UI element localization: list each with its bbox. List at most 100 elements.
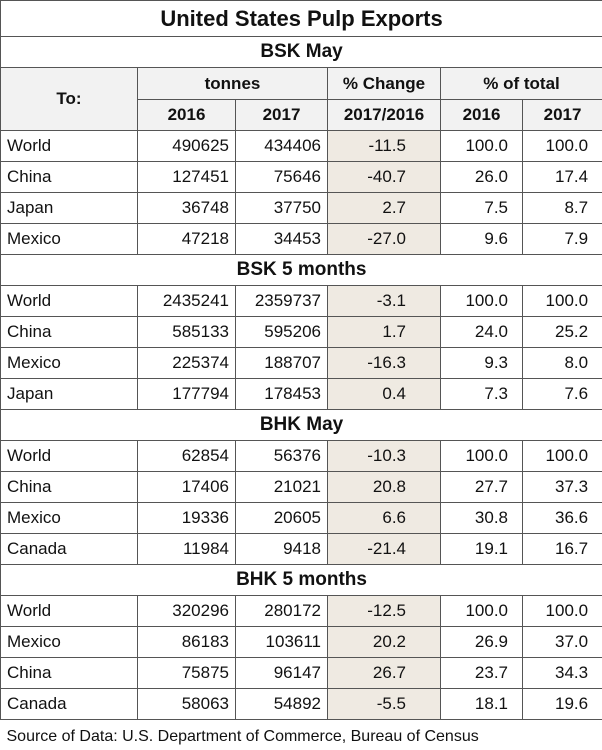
cell: -21.4 [328,534,441,565]
cell: -16.3 [328,348,441,379]
cell: 23.7 [441,658,523,689]
cell: 26.7 [328,658,441,689]
cell: 2435241 [138,286,236,317]
cell: 2359737 [236,286,328,317]
cell: 100.0 [523,596,602,627]
cell: -5.5 [328,689,441,720]
cell: 16.7 [523,534,602,565]
cell: 585133 [138,317,236,348]
cell: 9.6 [441,224,523,255]
cell: 18.1 [441,689,523,720]
cell: 100.0 [441,286,523,317]
header-change: % Change [328,68,441,100]
cell: 37.3 [523,472,602,503]
cell: 7.9 [523,224,602,255]
header-year: 2016 [138,100,236,131]
cell: 19336 [138,503,236,534]
cell: 17406 [138,472,236,503]
cell: 103611 [236,627,328,658]
header-year: 2017 [523,100,602,131]
source-note: Source of Data: U.S. Department of Comme… [1,720,602,750]
row-label: Japan [1,193,138,224]
header-period: 2017/2016 [328,100,441,131]
section-row: BHK May [1,410,602,441]
row-label: Mexico [1,224,138,255]
cell: 6.6 [328,503,441,534]
cell: 62854 [138,441,236,472]
cell: 34.3 [523,658,602,689]
cell: 7.3 [441,379,523,410]
cell: 100.0 [441,596,523,627]
cell: 100.0 [441,131,523,162]
cell: 34453 [236,224,328,255]
cell: 75646 [236,162,328,193]
cell: -27.0 [328,224,441,255]
cell: -10.3 [328,441,441,472]
cell: 26.0 [441,162,523,193]
cell: -40.7 [328,162,441,193]
cell: 25.2 [523,317,602,348]
header-share: % of total [441,68,602,100]
header-row: To:tonnes% Change% of total [1,68,602,100]
cell: 26.9 [441,627,523,658]
row-label: World [1,286,138,317]
row-label: China [1,472,138,503]
cell: 11984 [138,534,236,565]
cell: 20605 [236,503,328,534]
row-label: World [1,596,138,627]
cell: 9418 [236,534,328,565]
cell: -3.1 [328,286,441,317]
cell: 434406 [236,131,328,162]
cell: 225374 [138,348,236,379]
section-row: BSK May [1,37,602,68]
row-label: China [1,317,138,348]
row-label: China [1,162,138,193]
cell: 20.2 [328,627,441,658]
row-label: Mexico [1,627,138,658]
cell: 20.8 [328,472,441,503]
cell: 30.8 [441,503,523,534]
header-tonnes: tonnes [138,68,328,100]
source-row: Source of Data: U.S. Department of Comme… [1,720,602,750]
row-label: World [1,131,138,162]
cell: 19.1 [441,534,523,565]
cell: 0.4 [328,379,441,410]
cell: 19.6 [523,689,602,720]
cell: 7.5 [441,193,523,224]
title-row: United States Pulp Exports [1,1,602,37]
cell: 127451 [138,162,236,193]
cell: 17.4 [523,162,602,193]
section-title: BSK 5 months [1,255,602,286]
cell: 58063 [138,689,236,720]
cell: 100.0 [523,441,602,472]
cell: 8.0 [523,348,602,379]
section-row: BSK 5 months [1,255,602,286]
cell: -12.5 [328,596,441,627]
row-label: Mexico [1,503,138,534]
section-title: BHK May [1,410,602,441]
cell: 100.0 [523,286,602,317]
cell: 75875 [138,658,236,689]
cell: -11.5 [328,131,441,162]
row-label: Canada [1,689,138,720]
cell: 1.7 [328,317,441,348]
cell: 9.3 [441,348,523,379]
cell: 8.7 [523,193,602,224]
